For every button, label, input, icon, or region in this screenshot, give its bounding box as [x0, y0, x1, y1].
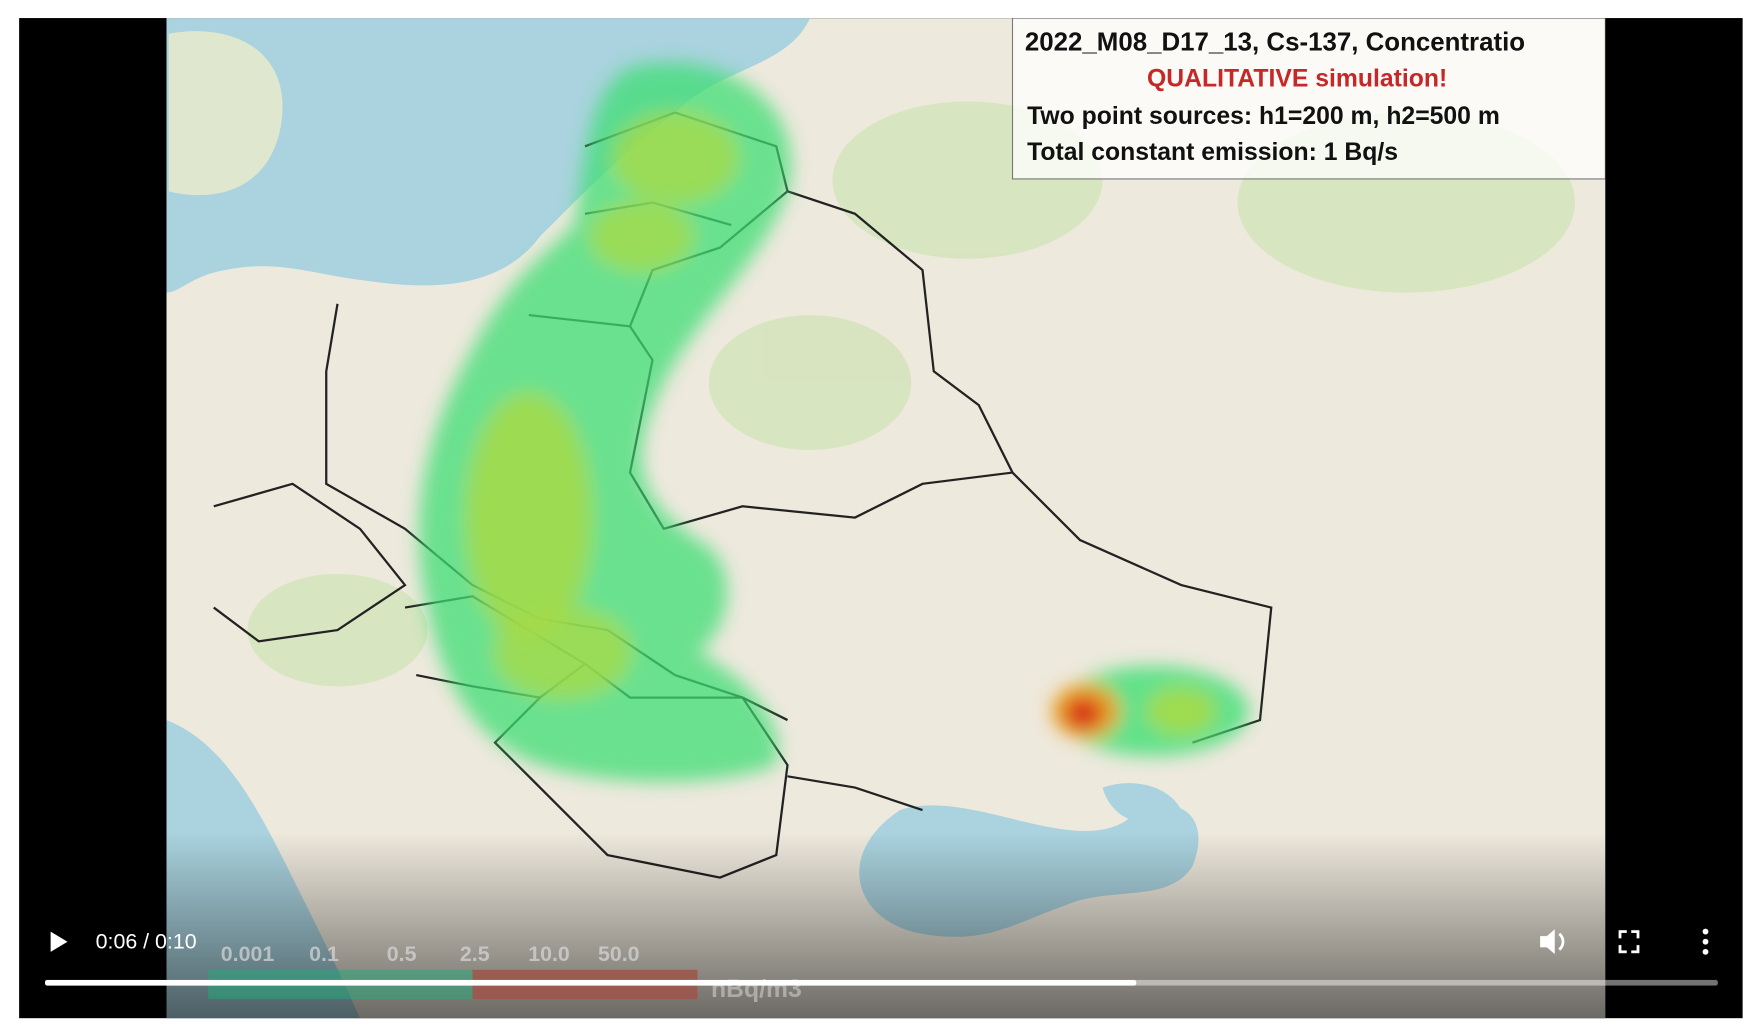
legend-label: 50.0: [598, 942, 640, 966]
volume-button[interactable]: [1540, 929, 1565, 955]
plume: [418, 62, 1249, 782]
sim-emission: Total constant emission: 1 Bq/s: [1027, 139, 1398, 166]
fullscreen-button[interactable]: [1618, 930, 1640, 954]
more-button[interactable]: [1702, 928, 1709, 955]
progress-played: [45, 979, 1137, 986]
play-button[interactable]: [50, 931, 68, 952]
scandinavia: [168, 31, 283, 196]
legend-label: 10.0: [528, 942, 570, 966]
legend-label: 2.5: [460, 942, 490, 966]
legend-label: 0.001: [221, 942, 275, 966]
legend-unit: nBq/m3: [711, 976, 802, 1003]
legend-label: 0.5: [387, 942, 417, 966]
sim-sources: Two point sources: h1=200 m, h2=500 m: [1027, 103, 1500, 130]
map: 2022_M08_D17_13, Cs-137, Concentratio QU…: [166, 18, 1606, 1019]
controls: 0:06 / 0:10: [45, 928, 1718, 986]
legend-label: 0.1: [309, 942, 339, 966]
sim-title: 2022_M08_D17_13, Cs-137, Concentratio: [1025, 29, 1525, 57]
sim-warning: QUALITATIVE simulation!: [1147, 66, 1447, 93]
info-box: [1011, 18, 1606, 180]
time-display: 0:06 / 0:10: [96, 929, 197, 953]
azov-sea: [1102, 783, 1182, 824]
